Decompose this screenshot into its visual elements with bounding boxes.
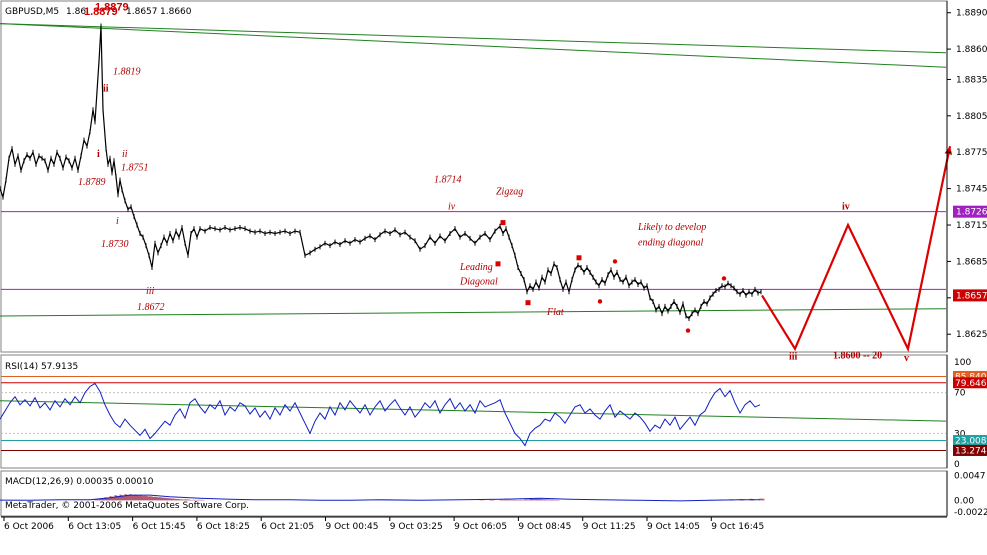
wave-annotation: Diagonal — [459, 276, 498, 287]
price-tick-label: 1.8625 — [956, 330, 987, 340]
dot-marker — [685, 328, 691, 333]
macd-layer — [0, 494, 765, 502]
dot-marker — [721, 276, 727, 281]
macd-label: MACD(12,26,9) 0.00035 0.00010 — [5, 477, 154, 487]
macd-tick-label: 0.0047 — [954, 472, 986, 482]
rsi-tag — [953, 435, 987, 447]
wave-annotation: 1.8714 — [434, 175, 462, 186]
price-tag — [953, 205, 987, 218]
rsi-trend-line — [0, 400, 947, 422]
dot-marker — [612, 259, 618, 264]
price-tick-label: 1.8860 — [956, 45, 987, 55]
time-tick-label: 6 Oct 18:25 — [197, 522, 250, 532]
channel-upper-line — [0, 23, 947, 54]
rsi-tag-label: 23.0086 — [955, 437, 987, 447]
rsi-tick-label: 0 — [954, 460, 960, 470]
wave-annotation: iv — [842, 201, 850, 212]
rsi-tag-label: 79.6460 — [955, 379, 987, 389]
time-tick-label: 9 Oct 03:25 — [390, 522, 443, 532]
channel-upper-line-2 — [0, 23, 947, 68]
time-tick-label: 9 Oct 00:45 — [326, 522, 379, 532]
wave-annotation: iv — [448, 201, 456, 212]
ohlc-low: 1.8657 — [126, 7, 158, 17]
wave-annotation: Flat — [546, 307, 564, 318]
copyright-label: MetaTrader, © 2001-2006 MetaQuotes Softw… — [5, 501, 249, 511]
square-marker — [495, 261, 501, 267]
ohlc-open: 1.86 — [66, 7, 86, 17]
wave-annotation: ii — [103, 84, 109, 95]
wave-annotation: i — [97, 149, 100, 160]
time-tick-label: 6 Oct 15:45 — [133, 522, 186, 532]
wave-annotation: 1.8751 — [121, 162, 149, 173]
price-panel[interactable] — [0, 0, 948, 353]
ohlc-close: 1.8660 — [160, 7, 192, 17]
dot-marker — [597, 299, 603, 304]
rsi-label: RSI(14) 57.9135 — [5, 362, 78, 372]
rsi-series-line — [0, 382, 761, 447]
price-tick-label: 1.8890 — [956, 9, 987, 19]
time-tick-label: 9 Oct 11:25 — [583, 522, 636, 532]
macd-panel[interactable] — [0, 470, 948, 517]
wave-annotation: ii — [122, 149, 128, 160]
wave-annotation: ending diagonal — [638, 238, 703, 249]
time-tick-label: 9 Oct 14:05 — [647, 522, 700, 532]
time-tick-label: 9 Oct 16:45 — [711, 522, 764, 532]
rsi-tag-label: 13.2743 — [955, 446, 987, 456]
macd-tick-label: -0.0022 — [954, 508, 987, 518]
square-marker — [576, 255, 582, 261]
wave-annotation: Likely to develop — [637, 222, 706, 233]
price-tick-label: 1.8835 — [956, 75, 987, 85]
wave-annotation: Leading — [459, 262, 493, 273]
rsi-tick-label: 100 — [954, 358, 971, 368]
price-tick-label: 1.8775 — [956, 148, 987, 158]
time-tick-label: 9 Oct 06:05 — [454, 522, 507, 532]
axes-layer: 1.8890 1.8860 1.8835 1.8805 1.8775 1.8745 1.87… — [1, 1, 987, 532]
wave-annotation: iii — [146, 286, 155, 297]
rsi-tag — [953, 377, 987, 389]
price-tick-label: 1.8685 — [956, 257, 987, 267]
rsi-tag — [953, 444, 987, 456]
price-tag-label: 1.8657 — [956, 291, 987, 301]
rsi-tag — [953, 370, 987, 382]
forecast-path-line — [761, 145, 952, 353]
wave-annotation: 1.8672 — [137, 302, 165, 313]
wave-annotation: 1.8789 — [78, 177, 106, 188]
channel-lower-line — [0, 308, 947, 317]
symbol-label: GBPUSD,M5 — [5, 7, 59, 17]
rsi-tick-label: 70 — [954, 389, 966, 399]
wave-annotation: iii — [789, 352, 798, 363]
macd-signal-line — [0, 494, 760, 502]
wave-annotation: i — [116, 216, 119, 227]
wave-annotation: 1.8879 — [95, 1, 129, 13]
square-marker — [500, 220, 506, 226]
price-tick-label: 1.8715 — [956, 221, 987, 231]
time-tick-label: 6 Oct 21:05 — [261, 522, 314, 532]
rsi-layer — [0, 375, 947, 451]
price-tick-label: 1.8805 — [956, 112, 987, 122]
price-tick-label: 1.8745 — [956, 185, 987, 195]
time-tick-label: 6 Oct 13:05 — [68, 522, 121, 532]
rsi-tick-label: 30 — [954, 429, 966, 439]
macd-tick-label: 0.00 — [954, 496, 974, 506]
time-tick-label: 9 Oct 08:45 — [518, 522, 571, 532]
wave-annotation: 1.8730 — [101, 239, 129, 250]
wave-annotation: v — [904, 353, 909, 364]
time-tick-label: 6 Oct 2006 — [4, 522, 54, 532]
wave-annotation: 1.8600 -- 20 — [833, 350, 882, 361]
ohlc-high: 1.8879 — [84, 6, 118, 18]
wave-annotation: 1.8819 — [113, 67, 141, 78]
wave-annotation: Zigzag — [496, 187, 523, 198]
square-marker — [525, 300, 531, 306]
price-tag-label: 1.8726 — [956, 208, 987, 218]
price-tag — [953, 289, 987, 302]
